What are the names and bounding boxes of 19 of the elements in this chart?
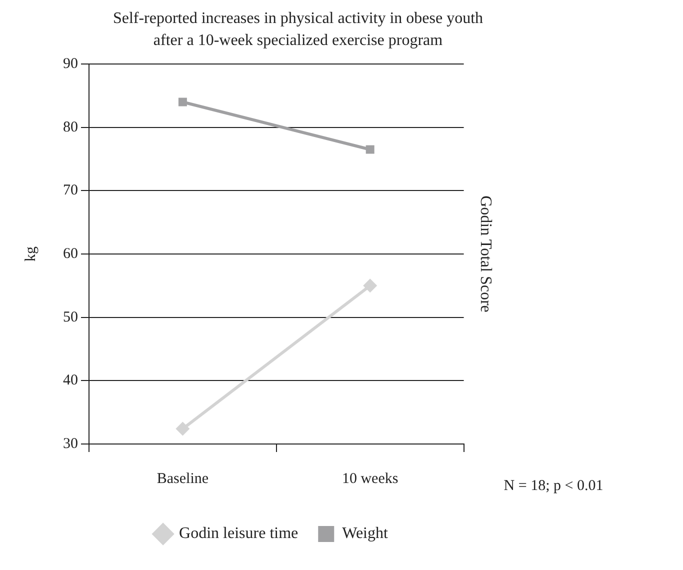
- chart-title: Self-reported increases in physical activity in obese youth after a 10-week specialized exercise program: [112, 9, 484, 51]
- point: [176, 422, 190, 436]
- x-tick-label: Baseline: [156, 470, 209, 487]
- y-tick-label: 90: [63, 56, 78, 72]
- y-tick-label: 80: [63, 119, 78, 136]
- y-axis-title: kg: [22, 246, 39, 262]
- point: [178, 98, 187, 106]
- point: [366, 145, 374, 154]
- text: N = 18; p < 0.01: [504, 478, 604, 494]
- y-tick-label: 50: [63, 309, 78, 326]
- y2-axis-title: Godin Total Score: [477, 196, 494, 312]
- y-tick-label: 70: [63, 182, 78, 199]
- legend-label: Godin leisure time: [179, 525, 298, 542]
- legend-label: Weight: [342, 525, 389, 542]
- x-tick-label: 10 weeks: [342, 470, 398, 487]
- point: [363, 278, 378, 293]
- y-tick-label: 40: [63, 372, 78, 389]
- y-tick-label: 60: [63, 246, 78, 262]
- y-tick-label: 30: [63, 436, 78, 452]
